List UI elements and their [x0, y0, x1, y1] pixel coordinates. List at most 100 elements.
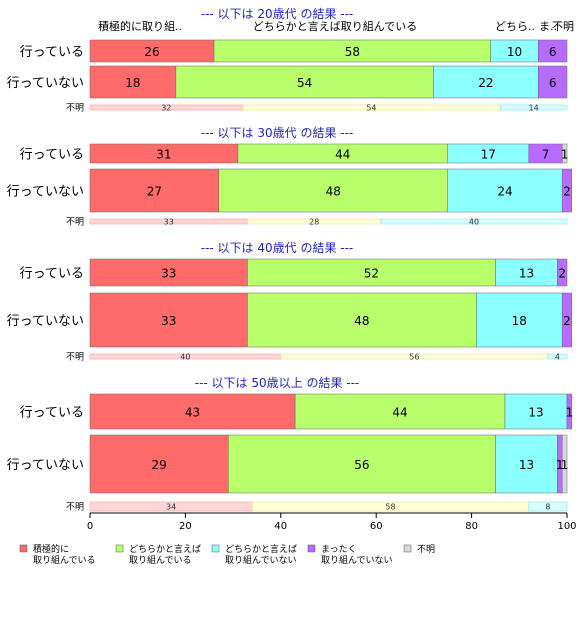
legend-label: 取り組んでいる	[129, 554, 192, 566]
top-label-3: ま..	[539, 20, 557, 33]
unknown-segment	[380, 218, 568, 225]
unknown-row-label: 不明	[66, 502, 84, 513]
panel-title-2: --- 以下は 40歳代 の結果 ---	[201, 241, 354, 255]
top-label-4: 不明	[552, 20, 574, 33]
data-label: 6	[549, 76, 557, 90]
unknown-segment	[547, 353, 568, 360]
data-label: 13	[519, 267, 534, 281]
bar-segment-active	[89, 434, 229, 494]
top-label-0: 積極的に取り組..	[98, 19, 182, 33]
bar-segment-active	[89, 65, 177, 99]
data-label: 13	[528, 406, 543, 420]
legend-label: どちらかと言えば	[225, 543, 297, 555]
panel-title-1: --- 以下は 30歳代 の結果 ---	[201, 126, 354, 140]
bar-segment-active	[89, 168, 220, 213]
data-label: 29	[152, 458, 167, 472]
unknown-data-label: 56	[409, 353, 419, 362]
data-label: 1	[566, 406, 574, 420]
unknown-row-label: 不明	[66, 103, 84, 114]
legend-label: 取り組んでいる	[33, 554, 96, 566]
data-label: 1	[561, 458, 569, 472]
data-label: 2	[558, 267, 566, 281]
bar-segment-somewhat_inactive	[433, 65, 539, 99]
data-label: 1	[561, 148, 569, 162]
category-label: 行っている	[20, 267, 84, 282]
x-tick-label: 100	[557, 521, 576, 532]
legend-label: 取り組んでいない	[225, 554, 297, 566]
bar-segment-somewhat_inactive	[504, 393, 568, 430]
category-label: 行っていない	[7, 458, 84, 473]
legend-swatch-somewhat_inactive	[211, 544, 220, 553]
legend-label: 積極的に	[33, 543, 69, 555]
data-label: 7	[542, 148, 550, 162]
x-tick-label: 20	[179, 521, 192, 532]
data-label: 44	[392, 406, 407, 420]
x-tick-label: 0	[87, 521, 93, 532]
bar-segment-inactive	[538, 65, 568, 99]
bar-segment-somewhat_active	[228, 434, 496, 494]
data-label: 24	[497, 185, 512, 199]
data-label: 2	[563, 314, 571, 328]
data-label: 33	[161, 314, 176, 328]
x-tick-label: 40	[274, 521, 287, 532]
data-label: 1	[556, 458, 564, 472]
data-label: 43	[185, 406, 200, 420]
bar-segment-somewhat_active	[247, 292, 477, 348]
data-label: 10	[507, 45, 522, 59]
data-label: 6	[549, 45, 557, 59]
data-label: 48	[326, 185, 341, 199]
unknown-data-label: 58	[385, 503, 395, 512]
data-label: 58	[345, 45, 360, 59]
bar-segment-somewhat_inactive	[476, 292, 563, 348]
bar-segment-somewhat_active	[175, 65, 434, 99]
bar-segment-somewhat_active	[218, 168, 448, 213]
legend-swatch-inactive	[307, 544, 316, 553]
bar-segment-somewhat_active	[247, 258, 496, 287]
bar-segment-somewhat_inactive	[495, 258, 558, 287]
x-tick-label: 80	[465, 521, 478, 532]
category-label: 行っていない	[7, 185, 84, 200]
data-label: 52	[364, 267, 379, 281]
unknown-data-label: 33	[164, 218, 174, 227]
category-label: 行っている	[20, 148, 84, 163]
bar-segment-inactive	[538, 39, 568, 63]
bar-segment-inactive	[557, 258, 568, 287]
unknown-data-label: 28	[309, 218, 319, 227]
bar-segment-inactive	[561, 168, 573, 213]
data-label: 18	[512, 314, 527, 328]
bar-segment-active	[89, 393, 296, 430]
data-label: 54	[297, 76, 312, 90]
data-label: 22	[478, 76, 493, 90]
bar-segment-inactive	[561, 292, 573, 348]
data-label: 56	[354, 458, 369, 472]
category-label: 行っている	[20, 45, 84, 60]
category-label: 行っていない	[7, 314, 84, 329]
legend-swatch-active	[19, 544, 28, 553]
x-tick-label: 60	[370, 521, 383, 532]
legend-label: どちらかと言えば	[129, 543, 201, 555]
top-label-1: どちらかと言えば取り組んでいる	[253, 20, 417, 33]
unknown-data-label: 32	[161, 104, 171, 113]
legend-swatch-somewhat_active	[115, 544, 124, 553]
legend-label: まったく	[321, 544, 357, 555]
data-label: 33	[161, 267, 176, 281]
bar-segment-unknown	[561, 434, 568, 494]
data-label: 44	[335, 148, 350, 162]
category-label: 行っていない	[7, 76, 84, 91]
data-label: 2	[563, 185, 571, 199]
unknown-row-label: 不明	[66, 217, 84, 228]
legend-label: 不明	[417, 544, 435, 555]
data-label: 13	[519, 458, 534, 472]
data-label: 48	[354, 314, 369, 328]
bar-segment-inactive	[566, 393, 573, 430]
bar-segment-active	[89, 258, 248, 287]
data-label: 31	[156, 148, 171, 162]
data-label: 26	[144, 45, 159, 59]
data-label: 27	[147, 185, 162, 199]
category-label: 行っている	[20, 406, 84, 421]
unknown-data-label: 54	[366, 104, 376, 113]
bar-segment-somewhat_inactive	[447, 168, 563, 213]
unknown-segment	[499, 104, 568, 111]
legend-label: 取り組んでいない	[321, 554, 393, 566]
